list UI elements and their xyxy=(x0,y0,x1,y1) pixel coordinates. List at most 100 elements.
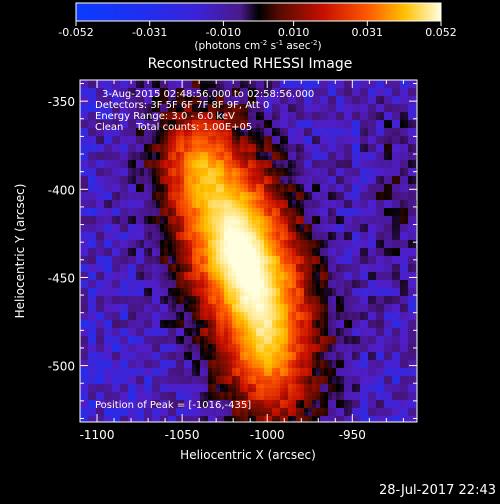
heatmap-cell xyxy=(272,320,277,325)
heatmap-cell xyxy=(292,148,297,153)
heatmap-cell xyxy=(268,324,273,329)
heatmap-cell xyxy=(88,128,93,133)
heatmap-cell xyxy=(200,240,205,245)
heatmap-cell xyxy=(188,332,193,337)
heatmap-cell xyxy=(124,232,129,237)
heatmap-cell xyxy=(124,136,129,141)
heatmap-cell xyxy=(112,188,117,193)
heatmap-cell xyxy=(248,340,253,345)
heatmap-cell xyxy=(280,256,285,261)
heatmap-cell xyxy=(212,276,217,281)
heatmap-cell xyxy=(276,232,281,237)
heatmap-cell xyxy=(108,260,113,265)
heatmap-cell xyxy=(80,252,85,257)
heatmap-cell xyxy=(136,212,141,217)
heatmap-cell xyxy=(88,276,93,281)
heatmap-cell xyxy=(248,312,253,317)
heatmap-cell xyxy=(292,100,297,105)
heatmap-cell xyxy=(280,396,285,401)
heatmap-cell xyxy=(200,368,205,373)
heatmap-cell xyxy=(256,248,261,253)
heatmap-cell xyxy=(124,212,129,217)
heatmap-cell xyxy=(104,144,109,149)
heatmap-cell xyxy=(84,312,89,317)
heatmap-cell xyxy=(260,228,265,233)
heatmap-cell xyxy=(236,388,241,393)
heatmap-cell xyxy=(136,248,141,253)
heatmap-cell xyxy=(192,260,197,265)
heatmap-cell xyxy=(144,284,149,289)
heatmap-cell xyxy=(96,376,101,381)
heatmap-cell xyxy=(168,224,173,229)
heatmap-cell xyxy=(204,288,209,293)
heatmap-cell xyxy=(88,396,93,401)
heatmap-cell xyxy=(184,256,189,261)
heatmap-cell xyxy=(204,204,209,209)
heatmap-cell xyxy=(168,192,173,197)
heatmap-cell xyxy=(308,152,313,157)
heatmap-cell xyxy=(116,212,121,217)
heatmap-cell xyxy=(276,300,281,305)
heatmap-cell xyxy=(128,224,133,229)
heatmap-cell xyxy=(88,244,93,249)
heatmap-cell xyxy=(128,320,133,325)
heatmap-cell xyxy=(124,340,129,345)
heatmap-cell xyxy=(172,284,177,289)
heatmap-cell xyxy=(104,160,109,165)
heatmap-cell xyxy=(224,136,229,141)
heatmap-cell xyxy=(168,392,173,397)
heatmap-cell xyxy=(176,220,181,225)
heatmap-cell xyxy=(88,216,93,221)
heatmap-cell xyxy=(168,360,173,365)
heatmap-cell xyxy=(116,236,121,241)
heatmap-cell xyxy=(188,196,193,201)
heatmap-cell xyxy=(152,212,157,217)
heatmap-cell xyxy=(292,232,297,237)
heatmap-cell xyxy=(276,236,281,241)
heatmap-cell xyxy=(216,156,221,161)
heatmap-cell xyxy=(160,260,165,265)
heatmap-cell xyxy=(232,316,237,321)
heatmap-cell xyxy=(168,368,173,373)
heatmap-cell xyxy=(100,140,105,145)
heatmap-cell xyxy=(268,212,273,217)
heatmap-cell xyxy=(196,164,201,169)
heatmap-cell xyxy=(220,268,225,273)
heatmap-cell xyxy=(160,192,165,197)
colorbar-tick-label: 0.052 xyxy=(425,26,457,39)
heatmap-cell xyxy=(228,84,233,89)
heatmap-cell xyxy=(80,308,85,313)
heatmap-cell xyxy=(148,348,153,353)
heatmap-cell xyxy=(124,224,129,229)
heatmap-cell xyxy=(124,188,129,193)
heatmap-cell xyxy=(240,224,245,229)
heatmap-cell xyxy=(188,392,193,397)
heatmap-cell xyxy=(252,288,257,293)
heatmap-cell xyxy=(128,144,133,149)
heatmap-cell xyxy=(84,128,89,133)
heatmap-cell xyxy=(240,304,245,309)
heatmap-cell xyxy=(112,348,117,353)
heatmap-cell xyxy=(148,240,153,245)
heatmap-cell xyxy=(216,316,221,321)
heatmap-cell xyxy=(152,360,157,365)
heatmap-cell xyxy=(104,240,109,245)
heatmap-cell xyxy=(292,220,297,225)
heatmap-cell xyxy=(92,364,97,369)
heatmap-cell xyxy=(132,188,137,193)
heatmap-cell xyxy=(148,200,153,205)
heatmap-cell xyxy=(212,412,217,417)
heatmap-cell xyxy=(96,332,101,337)
heatmap-cell xyxy=(184,300,189,305)
heatmap-cell xyxy=(104,300,109,305)
heatmap-cell xyxy=(176,320,181,325)
heatmap-cell xyxy=(296,280,301,285)
heatmap-cell xyxy=(304,284,309,289)
heatmap-cell xyxy=(96,324,101,329)
heatmap-cell xyxy=(288,400,293,405)
heatmap-cell xyxy=(280,84,285,89)
heatmap-cell xyxy=(192,156,197,161)
heatmap-cell xyxy=(84,304,89,309)
heatmap-cell xyxy=(100,220,105,225)
heatmap-cell xyxy=(292,192,297,197)
